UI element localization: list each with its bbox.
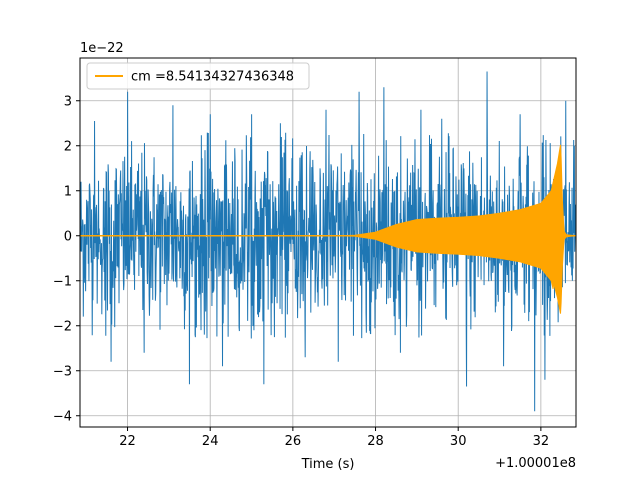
legend-box (86, 62, 310, 90)
y-tick-label: −3 (53, 364, 72, 379)
x-tick-label: 30 (450, 434, 467, 449)
y-tick-label: −4 (53, 409, 72, 424)
legend-label-chirp: cm =8.54134327436348 (131, 70, 294, 85)
x-tick-label: 24 (202, 434, 219, 449)
x-tick-label: 26 (285, 434, 302, 449)
chirp-series-line (80, 144, 576, 314)
noise-series-line (80, 71, 576, 412)
x-tick-label: 22 (119, 434, 136, 449)
x-offset-label: +1.00001e8 (495, 456, 576, 471)
plot-frame (79, 57, 577, 428)
y-tick-label: 1 (64, 184, 72, 199)
x-tick-label: 28 (367, 434, 384, 449)
y-tick-label: 3 (64, 94, 72, 109)
legend: cm =8.54134327436348 (86, 62, 310, 90)
y-tick-label: −1 (53, 274, 72, 289)
axis-ticks: 22 24 26 28 30 32 −4 −3 −2 −1 0 1 2 3 (53, 94, 549, 449)
y-tick-label: −2 (53, 319, 72, 334)
y-tick-label: 0 (64, 229, 72, 244)
x-tick-label: 32 (533, 434, 550, 449)
x-axis-label: Time (s) (301, 457, 355, 472)
y-tick-label: 2 (64, 139, 72, 154)
y-scale-label: 1e−22 (80, 41, 124, 56)
